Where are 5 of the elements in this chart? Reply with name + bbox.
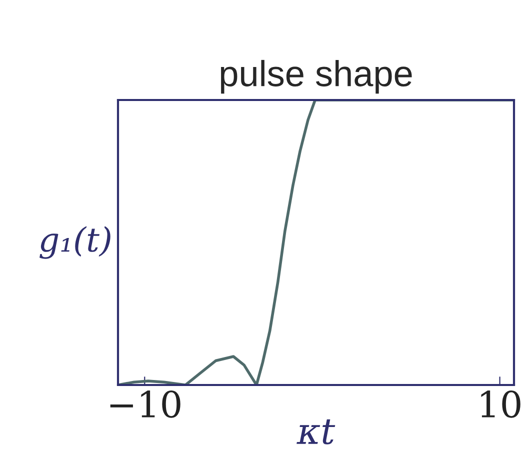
- x-tick-label: 10: [481, 390, 520, 418]
- x-tick-label: −10: [110, 390, 180, 418]
- chart-title: pulse shape: [220, 60, 412, 94]
- y-axis-title: g₁(t): [40, 226, 110, 259]
- x-axis-title: κt: [296, 419, 336, 444]
